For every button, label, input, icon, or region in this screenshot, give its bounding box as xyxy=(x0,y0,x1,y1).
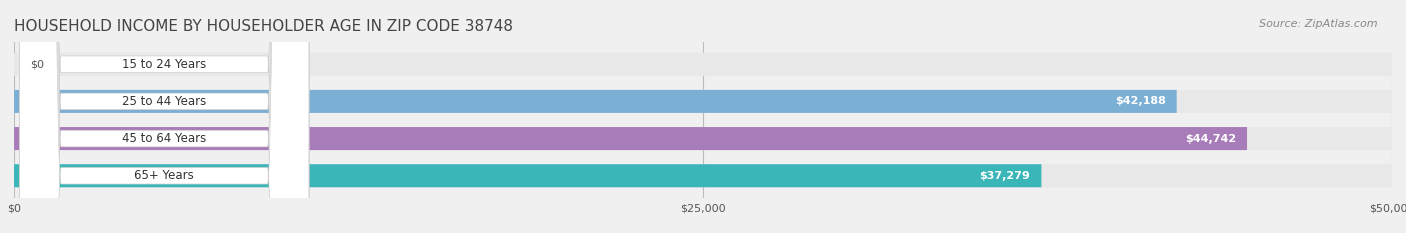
FancyBboxPatch shape xyxy=(14,127,1392,150)
Text: Source: ZipAtlas.com: Source: ZipAtlas.com xyxy=(1260,19,1378,29)
Text: 45 to 64 Years: 45 to 64 Years xyxy=(122,132,207,145)
Text: $42,188: $42,188 xyxy=(1115,96,1166,106)
Text: $37,279: $37,279 xyxy=(980,171,1031,181)
FancyBboxPatch shape xyxy=(14,53,1392,76)
FancyBboxPatch shape xyxy=(20,0,309,233)
FancyBboxPatch shape xyxy=(14,90,1177,113)
Text: 65+ Years: 65+ Years xyxy=(135,169,194,182)
Text: 25 to 44 Years: 25 to 44 Years xyxy=(122,95,207,108)
FancyBboxPatch shape xyxy=(20,0,309,233)
FancyBboxPatch shape xyxy=(14,90,1392,113)
FancyBboxPatch shape xyxy=(14,127,1247,150)
FancyBboxPatch shape xyxy=(20,0,309,233)
FancyBboxPatch shape xyxy=(14,164,1392,187)
Text: $0: $0 xyxy=(31,59,45,69)
FancyBboxPatch shape xyxy=(20,0,309,233)
Text: 15 to 24 Years: 15 to 24 Years xyxy=(122,58,207,71)
Text: HOUSEHOLD INCOME BY HOUSEHOLDER AGE IN ZIP CODE 38748: HOUSEHOLD INCOME BY HOUSEHOLDER AGE IN Z… xyxy=(14,19,513,34)
FancyBboxPatch shape xyxy=(14,164,1042,187)
Text: $44,742: $44,742 xyxy=(1185,134,1236,144)
